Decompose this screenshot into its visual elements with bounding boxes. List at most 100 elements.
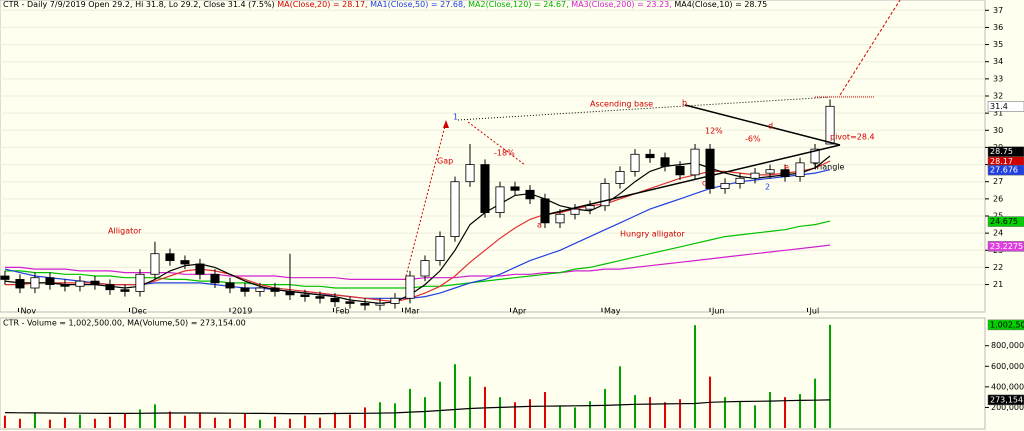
annotation: Alligator xyxy=(108,227,142,236)
triangle-top xyxy=(684,104,841,146)
volume-bar xyxy=(3,415,6,428)
annotation: -18% xyxy=(494,149,515,158)
arrow-head xyxy=(443,120,449,128)
candle-body xyxy=(375,303,385,306)
plot-layer: 2122232425262728293031323334353637NovDec… xyxy=(0,6,1024,428)
candle-body xyxy=(255,287,265,292)
candle-body xyxy=(45,277,55,285)
x-tick-label: Dec xyxy=(131,307,146,316)
y-tick-label: 22 xyxy=(993,263,1003,272)
candle-body xyxy=(735,177,745,184)
gap-trend xyxy=(404,121,447,281)
y-tick-label: 35 xyxy=(993,40,1003,49)
candle-body xyxy=(705,148,715,189)
candle-body xyxy=(450,181,460,237)
volume-bar xyxy=(619,366,622,428)
volume-bar xyxy=(529,399,532,428)
annotation: Hungry alligator xyxy=(620,230,685,239)
annotation: Triangle xyxy=(812,163,844,172)
volume-bar xyxy=(348,414,351,428)
x-tick-label: Feb xyxy=(335,307,349,316)
x-tick-label: Apr xyxy=(513,307,528,316)
volume-bar xyxy=(544,392,547,428)
x-tick-label: 2019 xyxy=(232,307,252,316)
header-part: MA4(Close,10) = 28.75 xyxy=(674,0,767,9)
y-tick-label: 400,000 xyxy=(991,382,1024,391)
header-part: MA2(Close,120) = 24.67, xyxy=(468,0,571,9)
volume-bar xyxy=(288,418,291,428)
x-tick-label: Mar xyxy=(404,307,420,316)
y-tick-label: 34 xyxy=(993,57,1003,66)
volume-bar xyxy=(499,397,502,428)
volume-bar xyxy=(799,394,802,428)
candle-body xyxy=(90,280,100,285)
volume-bar xyxy=(63,417,66,428)
candle-body xyxy=(420,260,430,277)
volume-bar xyxy=(784,397,787,428)
y-tick-label: 33 xyxy=(993,74,1003,83)
y-tick-label: 30 xyxy=(993,126,1003,135)
y-tick-label: 32 xyxy=(993,92,1003,101)
y-tick-label: 37 xyxy=(993,6,1003,15)
candle-body xyxy=(360,303,370,306)
candle-body xyxy=(660,157,670,167)
value-marker-label: 31.4 xyxy=(990,102,1008,111)
annotation: pivot=28.4 xyxy=(830,133,875,142)
annotation: a xyxy=(537,221,542,230)
candle-body xyxy=(150,253,160,275)
y-tick-label: 200,000 xyxy=(991,403,1024,412)
value-marker-label: 28.17 xyxy=(990,157,1013,166)
volume-bar xyxy=(198,412,201,428)
candle-body xyxy=(390,297,400,304)
candle-body xyxy=(15,279,25,289)
volume-bar xyxy=(453,364,456,428)
candle-body xyxy=(330,297,340,303)
value-marker xyxy=(987,319,1024,331)
volume-bar xyxy=(258,419,261,428)
candle-body xyxy=(435,236,445,261)
volume-bar xyxy=(634,395,637,428)
candle-body xyxy=(165,253,175,261)
y-tick-label: 800,000 xyxy=(991,341,1024,350)
y-tick-label: 600,000 xyxy=(991,362,1024,371)
volume-bar xyxy=(333,412,336,428)
candle-body xyxy=(810,148,820,164)
ascending-base-line xyxy=(457,96,833,121)
volume-bar xyxy=(438,381,441,428)
candle-body xyxy=(240,287,250,292)
x-tick-label: Jun xyxy=(711,307,725,316)
y-tick-label: 27 xyxy=(993,177,1003,186)
candle-body xyxy=(465,164,475,183)
volume-bar xyxy=(318,417,321,428)
candle-body xyxy=(510,186,520,191)
candle-body xyxy=(825,105,835,145)
y-tick-label: 36 xyxy=(993,23,1003,32)
candle-body xyxy=(405,275,415,299)
candle-body xyxy=(645,153,655,159)
volume-bar xyxy=(228,418,231,428)
candle-body xyxy=(720,183,730,189)
header-part: MA1(Close,50) = 27.68, xyxy=(370,0,468,9)
value-marker-label: 23.2275 xyxy=(990,242,1023,251)
annotation: b xyxy=(682,99,687,108)
volume-bar xyxy=(138,409,141,428)
candle-body xyxy=(0,275,10,280)
candle-body xyxy=(210,273,220,284)
volume-bar xyxy=(378,402,381,428)
value-marker-label: 27.676 xyxy=(990,166,1018,175)
annotation: Gap xyxy=(437,157,453,166)
annotation: e xyxy=(784,163,789,172)
volume-bar xyxy=(108,416,111,428)
annotation: Ascending base xyxy=(590,100,653,109)
candle-body xyxy=(345,301,355,304)
annotation: d xyxy=(768,122,773,131)
volume-bar xyxy=(724,397,727,428)
header-part: CTR - Daily 7/9/2019 Open 29.2, Hi 31.8,… xyxy=(3,0,277,9)
x-tick-label: Jul xyxy=(809,307,820,316)
y-tick-label: 24 xyxy=(993,229,1003,238)
volume-bar xyxy=(604,388,607,428)
candle-body xyxy=(615,171,625,184)
volume-header: CTR - Volume = 1,002,500.00, MA(Volume,5… xyxy=(3,319,246,328)
volume-bar xyxy=(408,388,411,428)
